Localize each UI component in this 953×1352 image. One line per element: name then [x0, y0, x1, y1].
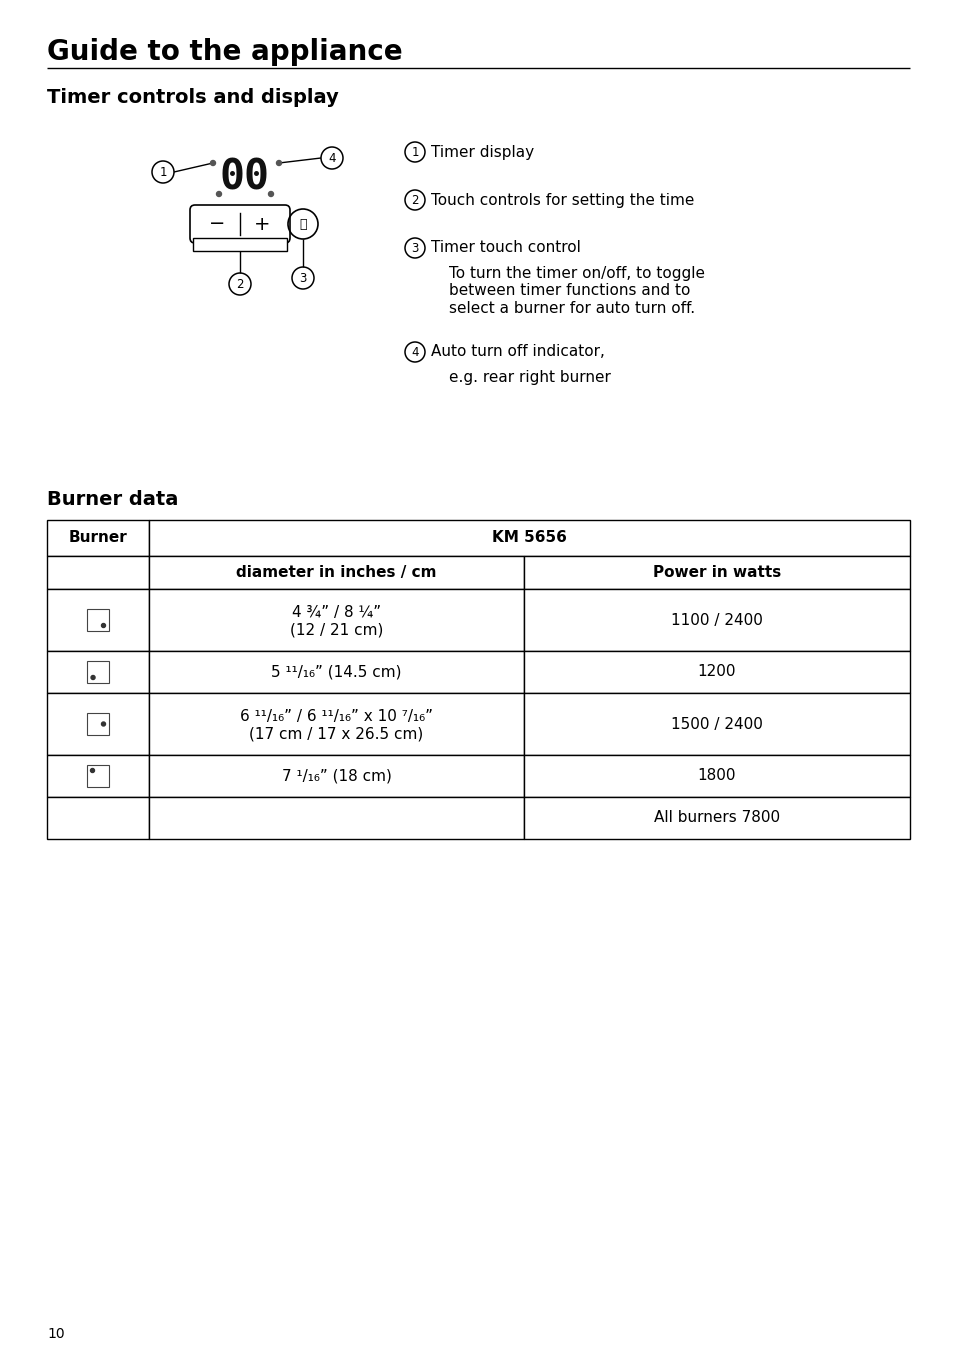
Circle shape	[91, 676, 95, 680]
Text: 1100 / 2400: 1100 / 2400	[670, 612, 762, 627]
Text: ⏱: ⏱	[299, 218, 307, 230]
Text: 3: 3	[299, 272, 306, 284]
Text: 7 ¹/₁₆” (18 cm): 7 ¹/₁₆” (18 cm)	[281, 768, 391, 784]
Text: (12 / 21 cm): (12 / 21 cm)	[290, 622, 383, 638]
Text: Burner data: Burner data	[47, 489, 178, 508]
Text: 6 ¹¹/₁₆” / 6 ¹¹/₁₆” x 10 ⁷/₁₆”: 6 ¹¹/₁₆” / 6 ¹¹/₁₆” x 10 ⁷/₁₆”	[240, 708, 433, 723]
Bar	[523, 652, 909, 694]
Bar	[523, 754, 909, 796]
Bar	[47, 754, 149, 796]
Bar	[149, 652, 523, 694]
Text: 10: 10	[47, 1328, 65, 1341]
FancyBboxPatch shape	[190, 206, 290, 243]
Circle shape	[211, 161, 215, 165]
Text: Guide to the appliance: Guide to the appliance	[47, 38, 402, 66]
Text: 1800: 1800	[697, 768, 736, 784]
Text: 1500 / 2400: 1500 / 2400	[670, 717, 762, 731]
Bar	[149, 589, 523, 652]
Text: 00: 00	[220, 157, 270, 199]
Text: 2: 2	[236, 277, 244, 291]
Text: Touch controls for setting the time: Touch controls for setting the time	[431, 192, 694, 207]
Text: 1: 1	[159, 165, 167, 178]
Text: −: −	[209, 215, 226, 234]
Text: 1200: 1200	[697, 664, 736, 680]
Bar	[193, 238, 287, 251]
Text: 5 ¹¹/₁₆” (14.5 cm): 5 ¹¹/₁₆” (14.5 cm)	[271, 664, 401, 680]
Text: To turn the timer on/off, to toggle
between timer functions and to
select a burn: To turn the timer on/off, to toggle betw…	[449, 266, 704, 316]
Text: 3: 3	[411, 242, 418, 254]
Text: 4: 4	[328, 151, 335, 165]
FancyBboxPatch shape	[87, 608, 109, 631]
FancyBboxPatch shape	[87, 661, 109, 683]
Bar	[523, 589, 909, 652]
Bar	[47, 796, 149, 840]
FancyBboxPatch shape	[87, 765, 109, 787]
Bar	[149, 521, 909, 556]
Bar	[149, 556, 523, 589]
Circle shape	[276, 161, 281, 165]
Text: Timer touch control: Timer touch control	[431, 241, 580, 256]
Text: 4: 4	[411, 346, 418, 358]
Bar	[523, 694, 909, 754]
Text: diameter in inches / cm: diameter in inches / cm	[236, 565, 436, 580]
Text: 4 ¾” / 8 ¼”: 4 ¾” / 8 ¼”	[292, 604, 380, 619]
Text: Auto turn off indicator,: Auto turn off indicator,	[431, 345, 604, 360]
Bar	[47, 556, 149, 589]
Text: 1: 1	[411, 146, 418, 158]
Circle shape	[268, 192, 274, 196]
Text: All burners 7800: All burners 7800	[653, 810, 780, 826]
Text: Power in watts: Power in watts	[652, 565, 781, 580]
Bar	[47, 694, 149, 754]
Text: +: +	[254, 215, 271, 234]
Bar	[149, 694, 523, 754]
Circle shape	[101, 722, 106, 726]
Text: Timer display: Timer display	[431, 145, 534, 160]
Text: Burner: Burner	[69, 530, 128, 545]
Bar	[523, 556, 909, 589]
Text: KM 5656: KM 5656	[492, 530, 566, 545]
Circle shape	[101, 623, 106, 627]
Bar	[47, 652, 149, 694]
Bar	[47, 589, 149, 652]
Text: 2: 2	[411, 193, 418, 207]
Bar	[149, 754, 523, 796]
Circle shape	[216, 192, 221, 196]
Text: Timer controls and display: Timer controls and display	[47, 88, 338, 107]
Bar	[47, 521, 149, 556]
Bar	[149, 796, 523, 840]
Circle shape	[91, 768, 94, 772]
Text: (17 cm / 17 x 26.5 cm): (17 cm / 17 x 26.5 cm)	[249, 726, 423, 741]
Bar	[523, 796, 909, 840]
Text: e.g. rear right burner: e.g. rear right burner	[449, 370, 610, 385]
FancyBboxPatch shape	[87, 713, 109, 735]
